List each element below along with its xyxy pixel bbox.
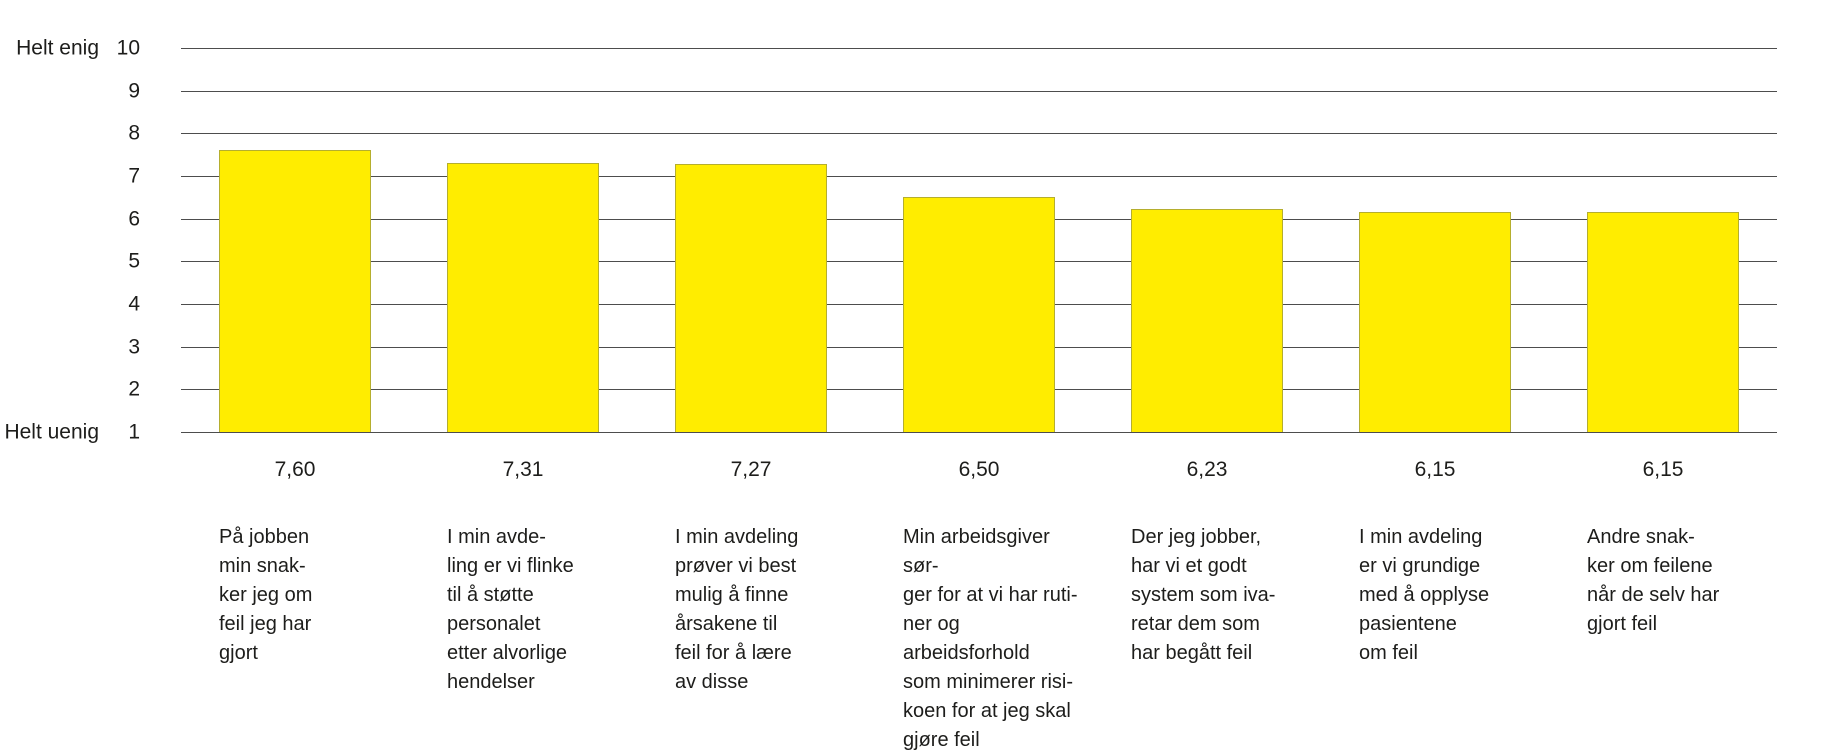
y-axis-tick-number: 10 bbox=[116, 36, 140, 60]
y-axis-tick-10: Helt enig 10 bbox=[0, 38, 140, 59]
y-axis-tick-4: 4 bbox=[0, 294, 140, 315]
bar-slot-2 bbox=[409, 48, 637, 432]
bars bbox=[181, 48, 1777, 432]
bar-value-label-2: 7,31 bbox=[502, 458, 544, 481]
y-axis-tick-number: 3 bbox=[128, 335, 140, 359]
bar-7 bbox=[1586, 212, 1740, 432]
bar-value-label-5: 6,23 bbox=[1186, 458, 1228, 481]
bar-1 bbox=[218, 150, 372, 432]
y-axis-tick-5: 5 bbox=[0, 251, 140, 272]
category-label-4: Min arbeidsgiver sør- ger for at vi har … bbox=[903, 526, 1078, 751]
y-axis-tick-number: 1 bbox=[128, 420, 140, 444]
bar-value-label-6: 6,15 bbox=[1414, 458, 1456, 481]
y-axis-tick-number: 7 bbox=[128, 164, 140, 188]
y-axis-tick-2: 2 bbox=[0, 379, 140, 400]
bar-5 bbox=[1130, 208, 1284, 432]
y-axis-tick-9: 9 bbox=[0, 80, 140, 101]
y-axis-tick-number: 8 bbox=[128, 121, 140, 145]
y-axis-tick-8: 8 bbox=[0, 123, 140, 144]
bar-value-label-7: 6,15 bbox=[1642, 458, 1684, 481]
bar-4 bbox=[902, 197, 1056, 432]
gridline-10 bbox=[181, 48, 1777, 49]
category-label-1: På jobben min snak- ker jeg om feil jeg … bbox=[219, 526, 313, 664]
bar-6 bbox=[1358, 212, 1512, 432]
y-axis-tick-number: 5 bbox=[128, 249, 140, 273]
y-axis-tick-number: 2 bbox=[128, 377, 140, 401]
category-label-7: Andre snak- ker om feilene når de selv h… bbox=[1587, 526, 1720, 635]
y-axis-tick-1: Helt uenig 1 bbox=[0, 422, 140, 443]
bar-2 bbox=[446, 162, 600, 432]
value-labels-row: 7,60 7,31 7,27 6,50 6,23 6,15 6,15 bbox=[181, 456, 1777, 484]
y-axis-tick-number: 4 bbox=[128, 292, 140, 316]
y-axis-tick-7: 7 bbox=[0, 166, 140, 187]
bar-value-label-3: 7,27 bbox=[730, 458, 772, 481]
category-label-3: I min avdeling prøver vi best mulig å fi… bbox=[675, 526, 799, 693]
y-axis-top-label: Helt enig bbox=[16, 36, 99, 60]
gridline-7 bbox=[181, 176, 1777, 177]
y-axis-labels: Helt enig 10 9 8 7 6 5 4 3 2 Helt uenig 1 bbox=[0, 38, 140, 443]
y-axis-bottom-label: Helt uenig bbox=[4, 420, 99, 444]
category-label-5: Der jeg jobber, har vi et godt system so… bbox=[1131, 526, 1276, 664]
category-label-2: I min avde- ling er vi flinke til å støt… bbox=[447, 526, 574, 693]
gridline-1 bbox=[181, 432, 1777, 433]
y-axis-tick-6: 6 bbox=[0, 208, 140, 229]
category-label-6: I min avdeling er vi grundige med å oppl… bbox=[1359, 526, 1490, 664]
bar-3 bbox=[674, 164, 828, 432]
gridline-9 bbox=[181, 90, 1777, 92]
bar-value-label-1: 7,60 bbox=[274, 458, 316, 481]
bar-slot-5 bbox=[1093, 48, 1321, 432]
category-labels-row: På jobben min snak- ker jeg om feil jeg … bbox=[181, 523, 1777, 751]
plot-area bbox=[181, 48, 1777, 433]
y-axis-tick-number: 9 bbox=[128, 79, 140, 103]
y-axis-tick-3: 3 bbox=[0, 336, 140, 357]
bar-slot-1 bbox=[181, 48, 409, 432]
y-axis-tick-number: 6 bbox=[128, 207, 140, 231]
bar-slot-6 bbox=[1321, 48, 1549, 432]
bar-slot-3 bbox=[637, 48, 865, 432]
bar-value-label-4: 6,50 bbox=[958, 458, 1000, 481]
gridline-8 bbox=[181, 133, 1777, 135]
bar-slot-7 bbox=[1549, 48, 1777, 432]
bar-slot-4 bbox=[865, 48, 1093, 432]
